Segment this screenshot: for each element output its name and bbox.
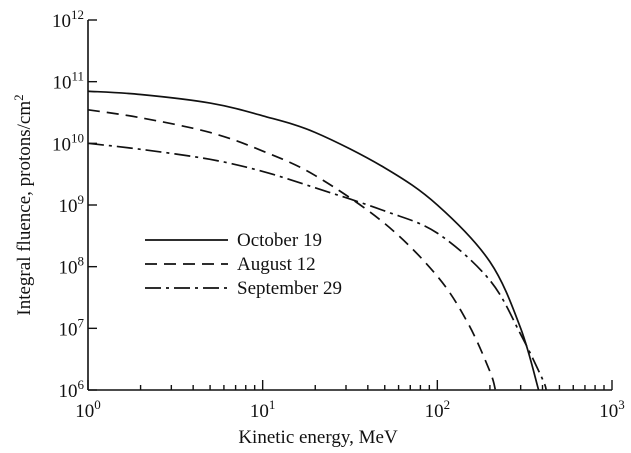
x-tick-label-exp: 3	[618, 397, 625, 412]
y-tick-label-exp: 8	[78, 254, 85, 269]
series-line-october-19	[87, 90, 540, 391]
x-tick-label-base: 10	[250, 401, 269, 422]
y-tick-label: 106	[59, 377, 85, 402]
y-tick-label: 109	[59, 192, 85, 217]
y-tick-label: 1012	[52, 7, 84, 32]
y-tick-label-base: 10	[59, 381, 78, 402]
y-tick-label: 1010	[52, 130, 84, 155]
x-tick-label-base: 10	[599, 401, 618, 422]
legend-label-august-12: August 12	[237, 254, 316, 275]
x-tick-label-exp: 1	[269, 397, 276, 412]
legend-label-october-19: October 19	[237, 230, 322, 251]
y-tick-label-exp: 9	[78, 192, 85, 207]
y-tick-label: 107	[59, 315, 85, 340]
y-axis-title-main: Integral fluence, protons/cm	[14, 101, 35, 316]
y-tick-label-exp: 10	[71, 130, 84, 145]
legend-label-september-29: September 29	[237, 278, 342, 299]
y-axis-title-sup: 2	[11, 94, 26, 101]
x-tick-label-exp: 0	[94, 397, 101, 412]
y-tick-label-base: 10	[52, 11, 71, 32]
y-tick-label-base: 10	[59, 196, 78, 217]
y-tick-label-base: 10	[52, 73, 71, 94]
x-tick-label: 103	[599, 397, 625, 422]
x-tick-label: 102	[425, 397, 451, 422]
legend: October 19 August 12 September 29	[145, 230, 342, 299]
x-tick-label-exp: 2	[444, 397, 451, 412]
series-line-september-29	[87, 142, 548, 391]
series-line-august-12	[87, 108, 497, 391]
x-tick-label: 101	[250, 397, 276, 422]
y-tick-label: 1011	[52, 69, 84, 94]
x-tick-label-base: 10	[75, 401, 94, 422]
y-tick-label-base: 10	[59, 258, 78, 279]
y-tick-label-base: 10	[59, 319, 78, 340]
x-ticks: 100 101 102 103	[75, 380, 625, 422]
y-tick-label: 108	[59, 254, 85, 279]
y-axis-title: Integral fluence, protons/cm2	[11, 94, 35, 315]
x-tick-label: 100	[75, 397, 101, 422]
y-tick-label-exp: 7	[78, 315, 85, 330]
y-tick-label-exp: 12	[71, 7, 84, 22]
y-tick-label-exp: 6	[78, 377, 85, 392]
x-axis-title: Kinetic energy, MeV	[238, 427, 398, 448]
y-tick-label-exp: 11	[71, 69, 84, 84]
y-tick-label-base: 10	[52, 134, 71, 155]
x-tick-label-base: 10	[425, 401, 444, 422]
series-layer	[87, 90, 548, 391]
